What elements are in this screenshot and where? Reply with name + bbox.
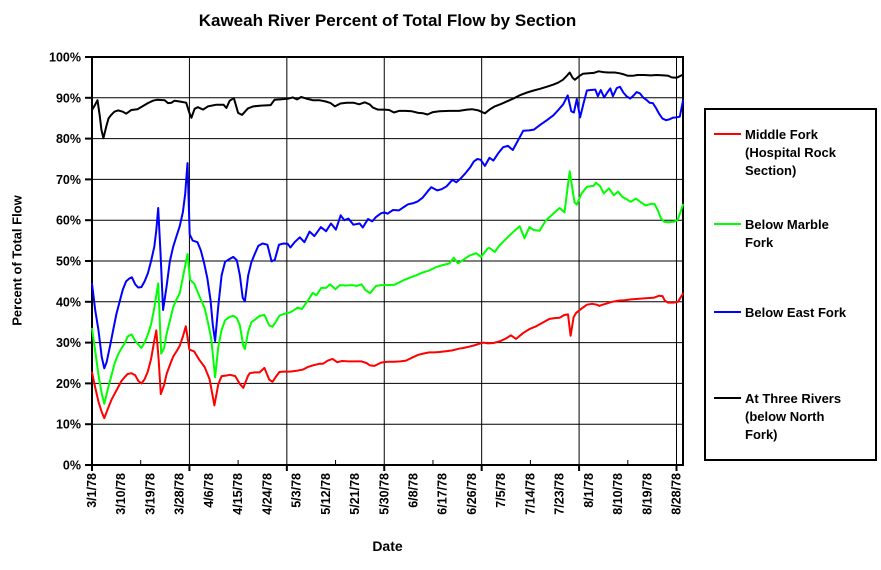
series-line-below-marble-fork [91,170,684,405]
legend-label-at-three-rivers: At Three Rivers (below North Fork) [745,391,842,442]
legend-item-below-east-fork: Below East Fork [714,304,846,322]
x-tick-label: 3/10/78 [114,473,128,515]
x-tick-label: 5/21/78 [348,473,362,515]
x-tick-label: 4/24/78 [260,473,274,515]
middle-fork-line-swatch [714,133,741,135]
legend-item-at-three-rivers: At Three Rivers (below North Fork) [714,390,841,444]
x-tick-label: 6/17/78 [436,473,450,515]
below-marble-fork-line-swatch [714,223,741,225]
y-axis-title: Percent of Total Flow [9,195,25,326]
y-tick-label: 20% [56,377,81,391]
x-tick-label: 8/28/78 [670,473,684,515]
chart-title: Kaweah River Percent of Total Flow by Se… [198,11,577,30]
y-tick-label: 50% [56,255,81,269]
legend-label-below-east-fork: Below East Fork [745,305,847,320]
y-tick-label: 60% [56,214,81,228]
legend-label-below-marble-fork: Below Marble Fork [745,217,829,250]
legend-label-middle-fork: Middle Fork (Hospital Rock Section) [745,127,837,178]
x-tick-label: 6/26/78 [465,473,479,515]
y-tick-label: 10% [56,418,81,432]
x-tick-label: 4/6/78 [202,473,216,508]
x-tick-label: 7/23/78 [553,473,567,515]
below-east-fork-line-swatch [714,311,741,313]
x-tick-label: 7/5/78 [494,473,508,508]
x-tick-label: 8/1/78 [582,473,596,508]
series-line-below-east-fork [91,85,684,370]
x-tick-label: 5/30/78 [377,473,391,515]
x-tick-label: 8/19/78 [640,473,654,515]
y-tick-label: 0% [63,459,81,473]
x-tick-label: 5/3/78 [290,473,304,508]
legend-item-below-marble-fork: Below Marble Fork [714,216,829,252]
x-tick-label: 7/14/78 [523,473,537,515]
x-tick-label: 3/19/78 [143,473,157,515]
legend-item-middle-fork: Middle Fork (Hospital Rock Section) [714,126,836,180]
at-three-rivers-line-swatch [714,397,741,399]
series-line-at-three-rivers-below-north-fork [91,70,684,140]
x-axis-title: Date [372,538,403,554]
y-tick-label: 40% [56,295,81,309]
y-tick-label: 100% [49,51,81,65]
legend: Middle Fork (Hospital Rock Section) Belo… [704,108,877,461]
y-tick-label: 30% [56,336,81,350]
x-tick-label: 3/28/78 [173,473,187,515]
x-tick-label: 4/15/78 [231,473,245,515]
y-tick-label: 90% [56,91,81,105]
x-tick-label: 6/8/78 [406,473,420,508]
x-tick-label: 5/12/78 [319,473,333,515]
series-line-middle-fork-hospital-rock-section [91,292,684,420]
x-tick-label: 3/1/78 [85,473,99,508]
x-tick-label: 8/10/78 [611,473,625,515]
y-tick-label: 80% [56,132,81,146]
y-tick-label: 70% [56,173,81,187]
